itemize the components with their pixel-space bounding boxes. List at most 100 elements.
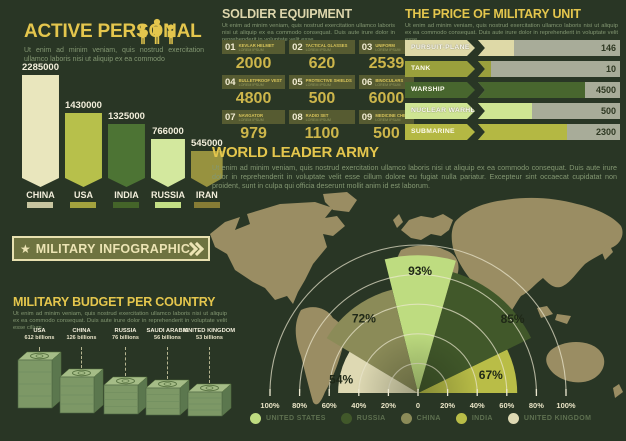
budget-money-stacks <box>17 351 232 417</box>
budget-subtitle: Ut enim ad minim veniam, quis nostrud ex… <box>13 311 227 332</box>
price-value: 4500 <box>595 85 616 95</box>
legend-label: CHINA <box>416 415 441 422</box>
money-stack <box>17 351 62 409</box>
active-personal-subtitle: Ut enim ad minim veniam, quis nostrud ex… <box>24 47 204 63</box>
equipment-name: RADIO SET <box>305 112 329 118</box>
equipment-value: 979 <box>240 125 267 142</box>
equipment-number: 06 <box>361 76 373 88</box>
price-fill <box>478 61 491 77</box>
price-label: PURSUIT-PLANE <box>405 40 475 56</box>
legend-label: UNITED STATES <box>266 415 326 422</box>
equipment-item: 06 BINOCULARS LOREM IPSUM 6000 <box>358 75 415 107</box>
axis-tick-label: 100% <box>260 401 280 410</box>
bar-country-label: RUSSIA <box>150 190 185 200</box>
legend-color-dot <box>250 413 261 424</box>
budget-country-label: RUSSIA 76 billions <box>96 328 156 341</box>
price-track: 2300 <box>478 124 620 140</box>
axis-tick-label: 80% <box>292 401 307 410</box>
money-stack <box>59 368 104 414</box>
bar-value-label: 766000 <box>152 126 184 137</box>
radar-ring <box>299 274 537 394</box>
equipment-number: 09 <box>361 111 373 123</box>
price-label: NUCLEAR WARHEAD <box>405 103 475 119</box>
equipment-value: 1100 <box>304 125 340 142</box>
price-fill <box>478 124 568 140</box>
budget-amount: 126 billions <box>66 335 97 341</box>
axis-tick-label: 60% <box>499 401 514 410</box>
stack-side <box>93 368 104 414</box>
price-label: SUBMARINE <box>405 124 475 140</box>
equipment-sub: LOREM IPSUM <box>375 117 401 122</box>
axis-tick-label: 40% <box>470 401 485 410</box>
budget-country-label: UNITED KINGDOM 53 billions <box>180 328 240 341</box>
equipment-name: MEDICINE CHEST <box>375 112 412 118</box>
country-bar-column: 2285000 CHINA <box>22 62 59 208</box>
legend-color-dot <box>400 413 412 424</box>
bar-color-chip <box>113 202 140 208</box>
stack-side <box>51 351 62 409</box>
money-stack <box>103 376 148 415</box>
price-row: TANK 10 <box>405 61 620 77</box>
banknote-oval <box>200 384 219 392</box>
price-fill <box>478 82 585 98</box>
soldiers-icon <box>139 18 175 45</box>
radar-ring <box>269 244 567 394</box>
budget-dotted-connector <box>38 347 40 351</box>
legend-item: INDIA <box>455 413 493 424</box>
budget-dotted-connector <box>80 347 82 368</box>
world-leader-radar-chart: 100% 80% 60% 40% 20% 0 20% 40% 60% 80% 100% 67% 85% 9… <box>260 244 576 410</box>
banknote-oval-inner <box>77 371 86 375</box>
equipment-badge: 08 RADIO SET LOREM IPSUM <box>289 110 355 124</box>
banknote-oval-inner <box>35 354 44 358</box>
budget-country-label: SAUDI ARABIA 56 billions <box>138 328 198 341</box>
legend-label: UNITED KINGDOM <box>523 415 592 422</box>
price-row: WARSHIP 4500 <box>405 82 620 98</box>
equipment-sub: LOREM IPSUM <box>375 47 401 52</box>
equipment-name: TACTICAL GLASSES <box>305 42 348 48</box>
equipment-badge: 09 MEDICINE CHEST LOREM IPSUM <box>358 110 415 124</box>
price-value: 10 <box>605 64 616 74</box>
equipment-name: UNIFORM <box>375 42 395 48</box>
axis-tick-label: 0 <box>416 401 420 410</box>
price-fill <box>478 103 532 119</box>
price-track: 500 <box>478 103 620 119</box>
country-bar-column: 766000 RUSSIA <box>150 126 185 208</box>
axis-tick-label: 20% <box>440 401 455 410</box>
equipment-texts: RADIO SET LOREM IPSUM <box>306 113 331 122</box>
equipment-badge: 03 UNIFORM LOREM IPSUM <box>358 40 415 54</box>
country-bar-column: 545000 IRAN <box>190 138 223 208</box>
bar-country-label: INDIA <box>114 190 139 200</box>
wedge-percent-label: 67% <box>479 368 503 382</box>
axis-tick-label: 100% <box>556 401 576 410</box>
budget-amount: 76 billions <box>112 335 139 341</box>
price-row: NUCLEAR WARHEAD 500 <box>405 103 620 119</box>
equipment-item: 05 PROTECTIVE SHIELDS LOREM IPSUM 500 <box>289 75 355 107</box>
budget-country-name: SAUDI ARABIA <box>146 328 189 334</box>
equipment-value: 4800 <box>235 90 272 107</box>
equipment-texts: NAVIGATOR LOREM IPSUM <box>239 113 264 122</box>
equipment-sub: LOREM IPSUM <box>305 47 331 52</box>
budget-title: MILITARY BUDGET PER COUNTRY <box>13 295 216 309</box>
bar-country-label: IRAN <box>195 190 218 200</box>
equipment-texts: TACTICAL GLASSES LOREM IPSUM <box>306 43 348 52</box>
world-leader-title: WORLD LEADER ARMY <box>212 144 379 161</box>
bar-value-label: 2285000 <box>22 62 59 73</box>
equipment-number: 01 <box>225 41 236 53</box>
radar-legend: UNITED STATES RUSSIA CHINA INDIA UNITED KING… <box>250 413 622 424</box>
budget-dotted-connector <box>166 347 168 379</box>
banknote-oval <box>30 352 49 360</box>
active-personal-title: ACTIVE PERSONAL <box>24 21 202 42</box>
banknote-oval-inner <box>205 386 214 390</box>
equipment-item: 01 KEVLAR HELMET LOREM IPSUM 2000 <box>222 40 286 72</box>
price-title: THE PRICE OF MILITARY UNIT <box>405 7 581 21</box>
equipment-number: 07 <box>225 111 236 123</box>
bar-country-label: CHINA <box>26 190 55 200</box>
equipment-badge: 01 KEVLAR HELMET LOREM IPSUM <box>222 40 286 54</box>
equipment-name: BULLETPROOF VEST <box>238 77 283 83</box>
bar-color-chip <box>154 202 181 208</box>
banner-label: MILITARY INFOGRAPHIC <box>35 241 191 256</box>
soldier-equipment-grid: 01 KEVLAR HELMET LOREM IPSUM 2000 02 TACTICAL… <box>222 40 415 142</box>
equipment-name: PROTECTIVE SHIELDS <box>305 77 352 83</box>
legend-item: RUSSIA <box>340 413 386 424</box>
price-track: 4500 <box>478 82 620 98</box>
